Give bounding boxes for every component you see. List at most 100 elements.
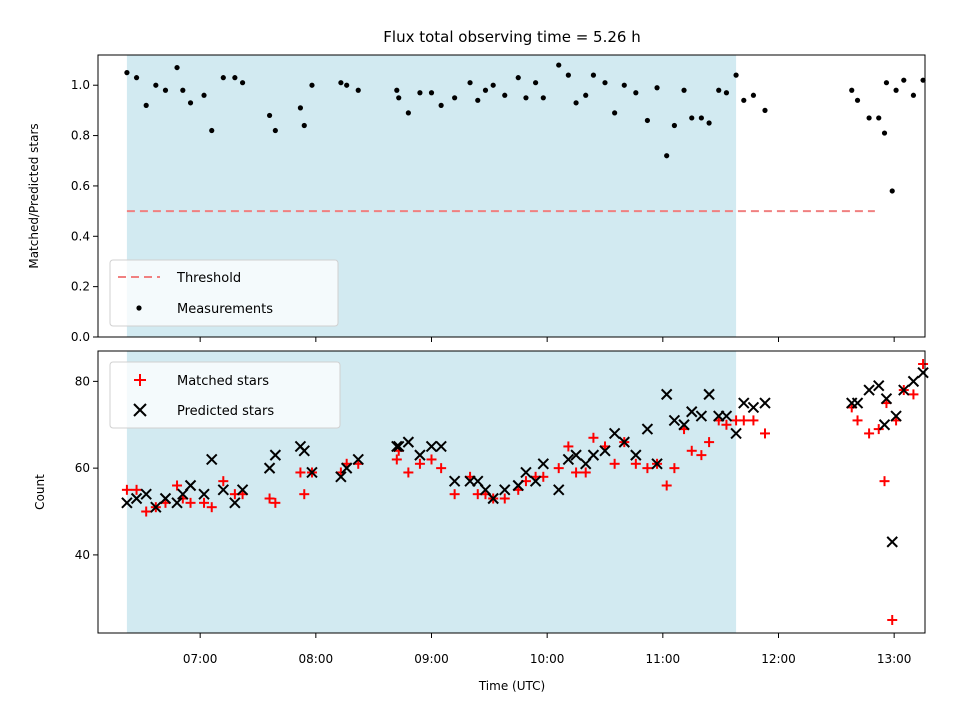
predicted-star-point: [562, 453, 575, 466]
predicted-star-point: [890, 410, 902, 422]
predicted-star-point: [668, 414, 681, 427]
matched-star-point: [748, 415, 759, 426]
y-tick-label: 0.2: [71, 280, 90, 294]
legend-threshold-label: Threshold: [176, 271, 241, 286]
measurement-point: [523, 95, 529, 101]
bottom-legend: Matched stars Predicted stars: [109, 361, 341, 429]
predicted-star-point: [393, 440, 405, 453]
measurement-point: [297, 105, 304, 111]
matched-star-point: [436, 463, 447, 474]
predicted-star-point: [898, 384, 910, 396]
y-tick-label: 0.8: [71, 129, 90, 143]
predicted-star-point: [630, 449, 642, 461]
predicted-star-point: [608, 427, 621, 440]
predicted-star-point: [747, 401, 760, 414]
predicted-star-point: [159, 492, 172, 505]
matched-star-point: [131, 484, 142, 495]
matched-star-point: [403, 467, 414, 478]
matched-star-point: [661, 480, 672, 491]
measurement-point: [209, 127, 215, 134]
matched-star-point: [426, 454, 437, 465]
predicted-star-point: [229, 497, 241, 509]
measurement-point: [266, 112, 273, 119]
matched-star-point: [918, 359, 929, 370]
predicted-star-point: [759, 397, 771, 409]
bottom-panel: 40 60 80 07:00 08:00 09:00 10:00 11:00 12:00 13:…: [33, 350, 929, 693]
legend-matched-swatch: [134, 374, 146, 386]
matched-star-point: [264, 493, 275, 504]
measurement-point: [741, 97, 747, 103]
measurement-point: [438, 102, 444, 108]
measurement-point: [664, 153, 670, 159]
x-tick-label: 13:00: [877, 652, 912, 666]
predicted-star-point: [352, 453, 364, 466]
matched-star-point: [704, 437, 715, 448]
predicted-star-point: [512, 479, 524, 492]
top-y-axis-label: Matched/Predicted stars: [27, 123, 41, 268]
measurement-point: [920, 77, 926, 83]
top-legend-box: [109, 259, 339, 327]
measurements-series: [124, 62, 926, 194]
bottom-y-axis-ticks: 40 60 80: [75, 374, 98, 562]
matched-star-point: [864, 428, 875, 439]
measurement-point: [612, 110, 618, 116]
matched-star-point: [172, 480, 183, 491]
predicted-star-point: [660, 388, 673, 401]
measurement-point: [355, 87, 361, 93]
measurement-point: [405, 110, 411, 116]
predicted-star-point: [263, 462, 276, 474]
measurement-point: [654, 85, 660, 91]
top-plot-frame: [97, 54, 926, 338]
matched-star-point: [588, 432, 599, 443]
predicted-star-point: [730, 427, 742, 440]
y-tick-label: 1.0: [71, 78, 90, 92]
predicted-star-point: [391, 440, 403, 453]
measurement-point: [482, 87, 489, 93]
predicted-star-point: [570, 449, 582, 461]
measurement-point: [633, 90, 639, 96]
measurement-point: [133, 75, 140, 81]
measurement-point: [187, 100, 194, 106]
bottom-legend-box: [109, 361, 341, 429]
measurement-point: [153, 82, 159, 88]
predicted-star-point: [217, 484, 230, 496]
predicted-star-point: [878, 419, 891, 431]
matched-star-point: [669, 463, 680, 474]
measurement-point: [201, 92, 207, 98]
bottom-x-axis-ticks: 07:00 08:00 09:00 10:00 11:00 12:00 13:00: [183, 633, 912, 666]
top-x-axis-ticks: [199, 337, 895, 342]
matched-star-point: [609, 458, 620, 469]
measurement-point: [681, 87, 687, 93]
predicted-star-point: [236, 484, 249, 496]
y-tick-label: 80: [75, 374, 90, 388]
measurement-point: [590, 72, 597, 78]
matched-star-point: [696, 450, 707, 461]
matched-star-point: [185, 497, 196, 508]
matched-star-point: [449, 489, 460, 500]
predicted-star-point: [695, 410, 708, 422]
measurement-point: [417, 90, 423, 96]
predicted-star-point: [851, 397, 864, 409]
measurement-point: [883, 80, 890, 86]
matched-star-point: [908, 389, 919, 400]
measurement-point: [602, 80, 608, 86]
legend-predicted-swatch: [133, 403, 147, 417]
matched-star-point: [738, 415, 749, 426]
predicted-star-point: [171, 497, 183, 509]
legend-predicted-label: Predicted stars: [177, 404, 274, 419]
predicted-star-point: [553, 484, 565, 496]
matched-star-point: [299, 489, 310, 500]
predicted-star-point: [738, 397, 750, 409]
bottom-y-axis-label: Count: [33, 474, 47, 510]
x-tick-label: 08:00: [299, 652, 334, 666]
x-tick-label: 09:00: [414, 652, 449, 666]
legend-measurements-swatch: [136, 305, 142, 311]
measurement-point: [689, 115, 695, 121]
bottom-plot-frame: [97, 350, 926, 634]
matched-star-point: [759, 428, 770, 439]
x-tick-label: 11:00: [646, 652, 681, 666]
predicted-star-point: [686, 406, 698, 418]
measurement-point: [671, 122, 677, 129]
measurement-point: [621, 82, 627, 88]
predicted-star-point: [618, 436, 630, 448]
